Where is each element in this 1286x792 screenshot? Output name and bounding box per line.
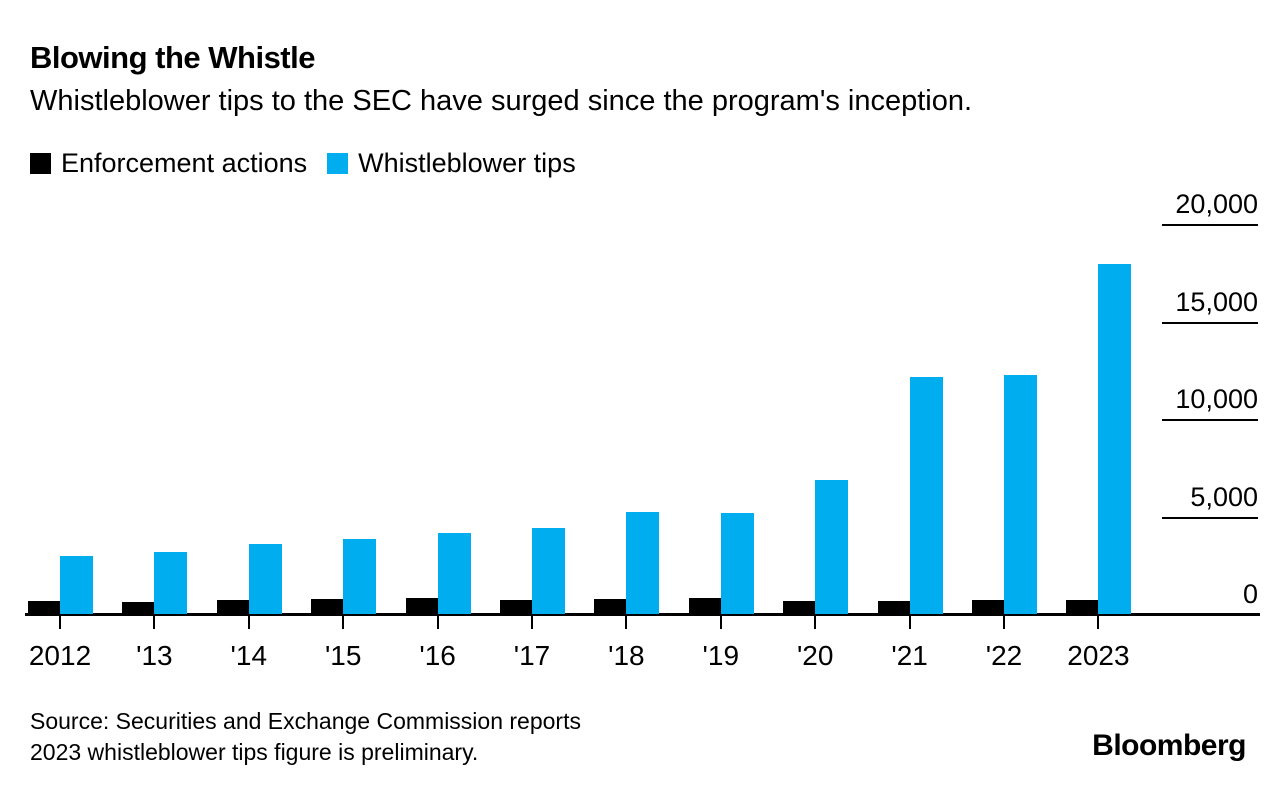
legend-entry-whistleblower-tips: Whistleblower tips — [327, 148, 576, 179]
whistleblower-tips-swatch-icon — [327, 153, 349, 174]
y-axis-tick-line — [1162, 321, 1258, 324]
bar-whistleblower-tips — [1004, 375, 1037, 614]
x-axis-tick — [908, 615, 911, 629]
bar-whistleblower-tips — [1098, 264, 1132, 614]
x-axis-tick-label: '20 — [796, 640, 834, 671]
bar-whistleblower-tips — [437, 532, 471, 614]
chart-subtitle: Whistleblower tips to the SEC have surge… — [30, 85, 973, 117]
x-axis-tick — [247, 615, 250, 629]
bar-enforcement-actions — [500, 600, 532, 614]
bar-whistleblower-tips — [248, 544, 282, 614]
x-axis-tick-label: 2012 — [28, 640, 92, 671]
source-note: Source: Securities and Exchange Commissi… — [30, 706, 581, 768]
y-axis-tick-label: 20,000 — [1175, 189, 1258, 219]
x-axis-tick — [342, 615, 345, 629]
bar-enforcement-actions — [311, 599, 344, 614]
enforcement-actions-swatch-icon — [30, 153, 51, 174]
bar-whistleblower-tips — [909, 376, 943, 614]
x-axis-tick-label: '18 — [608, 640, 645, 671]
x-axis-tick — [59, 615, 61, 629]
legend-label: Whistleblower tips — [358, 148, 576, 178]
x-axis-tick-label: '17 — [513, 640, 551, 671]
bloomberg-logo: Bloomberg — [1092, 729, 1246, 762]
legend-label: Enforcement actions — [61, 148, 308, 178]
bar-whistleblower-tips — [343, 538, 377, 614]
x-axis-tick-label: '21 — [891, 640, 928, 671]
x-axis-tick — [719, 615, 722, 629]
x-axis-tick — [814, 615, 817, 629]
bar-enforcement-actions — [688, 598, 721, 614]
y-axis-tick-line — [1162, 516, 1258, 519]
bar-whistleblower-tips — [532, 527, 565, 614]
y-axis-tick-label: 10,000 — [1175, 384, 1258, 414]
x-axis-tick-label: '19 — [702, 640, 740, 671]
x-axis-tick — [625, 615, 628, 629]
y-axis-tick-line — [1162, 419, 1258, 421]
bar-enforcement-actions — [594, 599, 627, 614]
legend: Enforcement actions Whistleblower tips — [30, 148, 576, 179]
bar-enforcement-actions — [972, 600, 1004, 614]
bar-enforcement-actions — [877, 601, 910, 614]
y-axis-tick-line — [1162, 224, 1258, 226]
bar-enforcement-actions — [783, 601, 816, 614]
bar-whistleblower-tips — [720, 513, 754, 614]
bar-enforcement-actions — [1066, 599, 1099, 614]
x-axis-tick — [531, 615, 533, 629]
x-axis-tick-label: '13 — [136, 640, 173, 671]
y-axis-tick-label: 5,000 — [1190, 481, 1258, 512]
x-axis-tick — [436, 615, 439, 629]
y-axis-tick-label: 15,000 — [1175, 286, 1258, 317]
x-axis-tick-label: '15 — [324, 640, 362, 671]
x-axis-tick — [1097, 615, 1100, 629]
x-axis-tick — [153, 615, 156, 629]
bar-whistleblower-tips — [626, 512, 660, 614]
bar-enforcement-actions — [216, 600, 249, 614]
x-axis-tick-label: '14 — [230, 640, 268, 671]
bar-enforcement-actions — [28, 600, 60, 614]
x-axis-tick-label: '16 — [419, 640, 456, 671]
source-line: Source: Securities and Exchange Commissi… — [30, 708, 581, 734]
bar-whistleblower-tips — [60, 556, 93, 614]
legend-entry-enforcement-actions: Enforcement actions — [30, 148, 307, 179]
bar-enforcement-actions — [405, 598, 438, 614]
bar-enforcement-actions — [122, 601, 155, 614]
bar-whistleblower-tips — [815, 480, 849, 614]
chart-title: Blowing the Whistle — [30, 40, 316, 75]
bar-whistleblower-tips — [154, 551, 188, 614]
x-axis-tick-label: 2023 — [1067, 640, 1130, 671]
source-line: 2023 whistleblower tips figure is prelim… — [30, 739, 479, 765]
x-axis-tick — [1003, 615, 1005, 629]
y-axis-tick-label: 0 — [1242, 579, 1258, 609]
x-axis-tick-label: '22 — [985, 640, 1023, 671]
x-axis-line — [25, 613, 1260, 616]
